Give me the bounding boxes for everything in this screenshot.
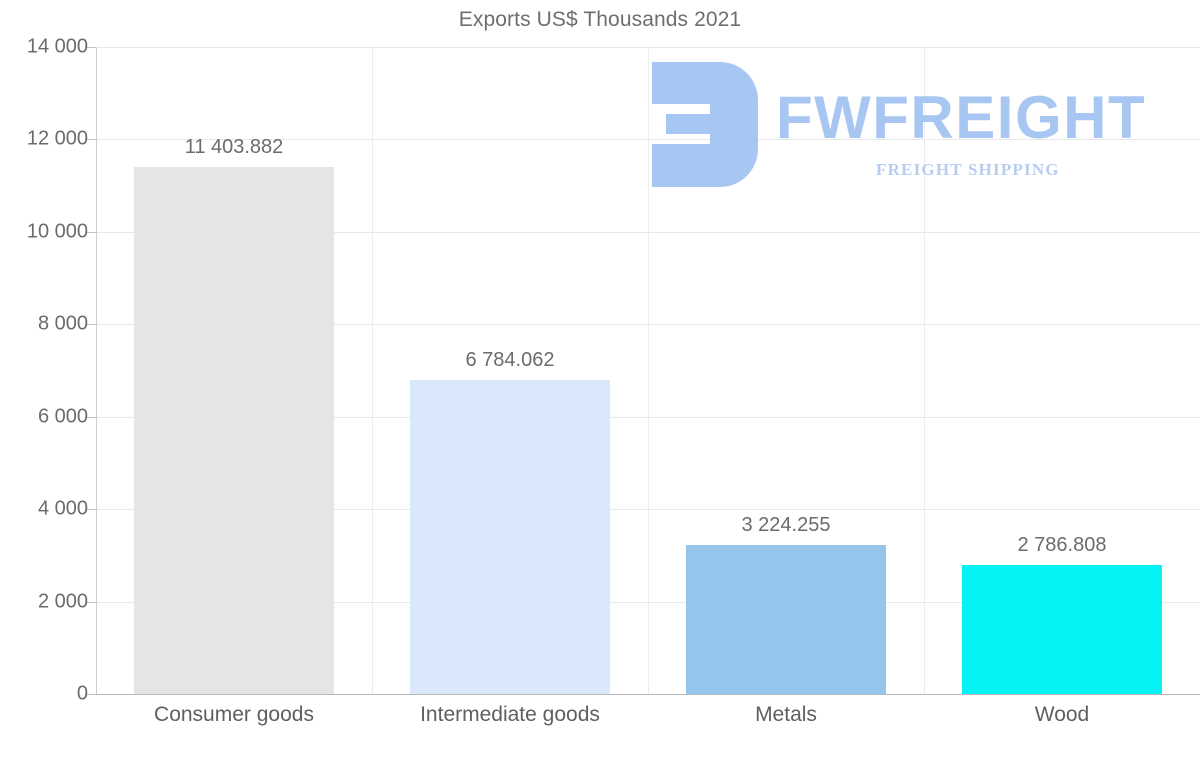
x-axis-category-label: Intermediate goods bbox=[420, 703, 600, 726]
chart-title: Exports US$ Thousands 2021 bbox=[458, 8, 742, 31]
y-tick-mark bbox=[87, 509, 96, 511]
bar-value-label: 3 224.255 bbox=[741, 513, 831, 536]
category-divider bbox=[648, 47, 649, 694]
y-axis-tick-label: 8 000 bbox=[37, 312, 88, 335]
y-axis-tick-label: 14 000 bbox=[26, 35, 88, 58]
bar-value-label: 6 784.062 bbox=[465, 349, 555, 372]
y-tick-mark bbox=[87, 47, 96, 48]
x-axis-category-label: Metals bbox=[755, 703, 817, 726]
y-tick-mark bbox=[87, 324, 96, 326]
y-axis-tick-label: 4 000 bbox=[37, 497, 88, 520]
y-tick-mark bbox=[87, 416, 96, 418]
bar[interactable] bbox=[962, 565, 1162, 694]
category-divider bbox=[924, 47, 925, 694]
y-axis-tick-label: 6 000 bbox=[37, 405, 88, 428]
bar[interactable] bbox=[410, 380, 610, 694]
y-axis-tick-label: 2 000 bbox=[37, 590, 88, 613]
x-axis-category-label: Wood bbox=[1034, 703, 1090, 726]
x-axis-line bbox=[86, 694, 1200, 695]
bar-value-label: 2 786.808 bbox=[1017, 534, 1107, 557]
y-axis-tick-label: 0 bbox=[76, 682, 88, 705]
bar[interactable] bbox=[686, 545, 886, 694]
y-axis-line bbox=[96, 47, 97, 695]
category-divider bbox=[372, 47, 373, 694]
y-axis-tick-label: 10 000 bbox=[26, 220, 88, 243]
y-axis-tick-label: 12 000 bbox=[26, 127, 88, 150]
y-tick-mark bbox=[87, 601, 96, 603]
y-tick-mark bbox=[87, 231, 96, 233]
y-tick-mark bbox=[87, 694, 96, 695]
x-axis-category-label: Consumer goods bbox=[154, 703, 314, 726]
bar-value-label: 11 403.882 bbox=[184, 135, 284, 158]
bar[interactable] bbox=[134, 166, 334, 694]
y-tick-mark bbox=[87, 139, 96, 141]
